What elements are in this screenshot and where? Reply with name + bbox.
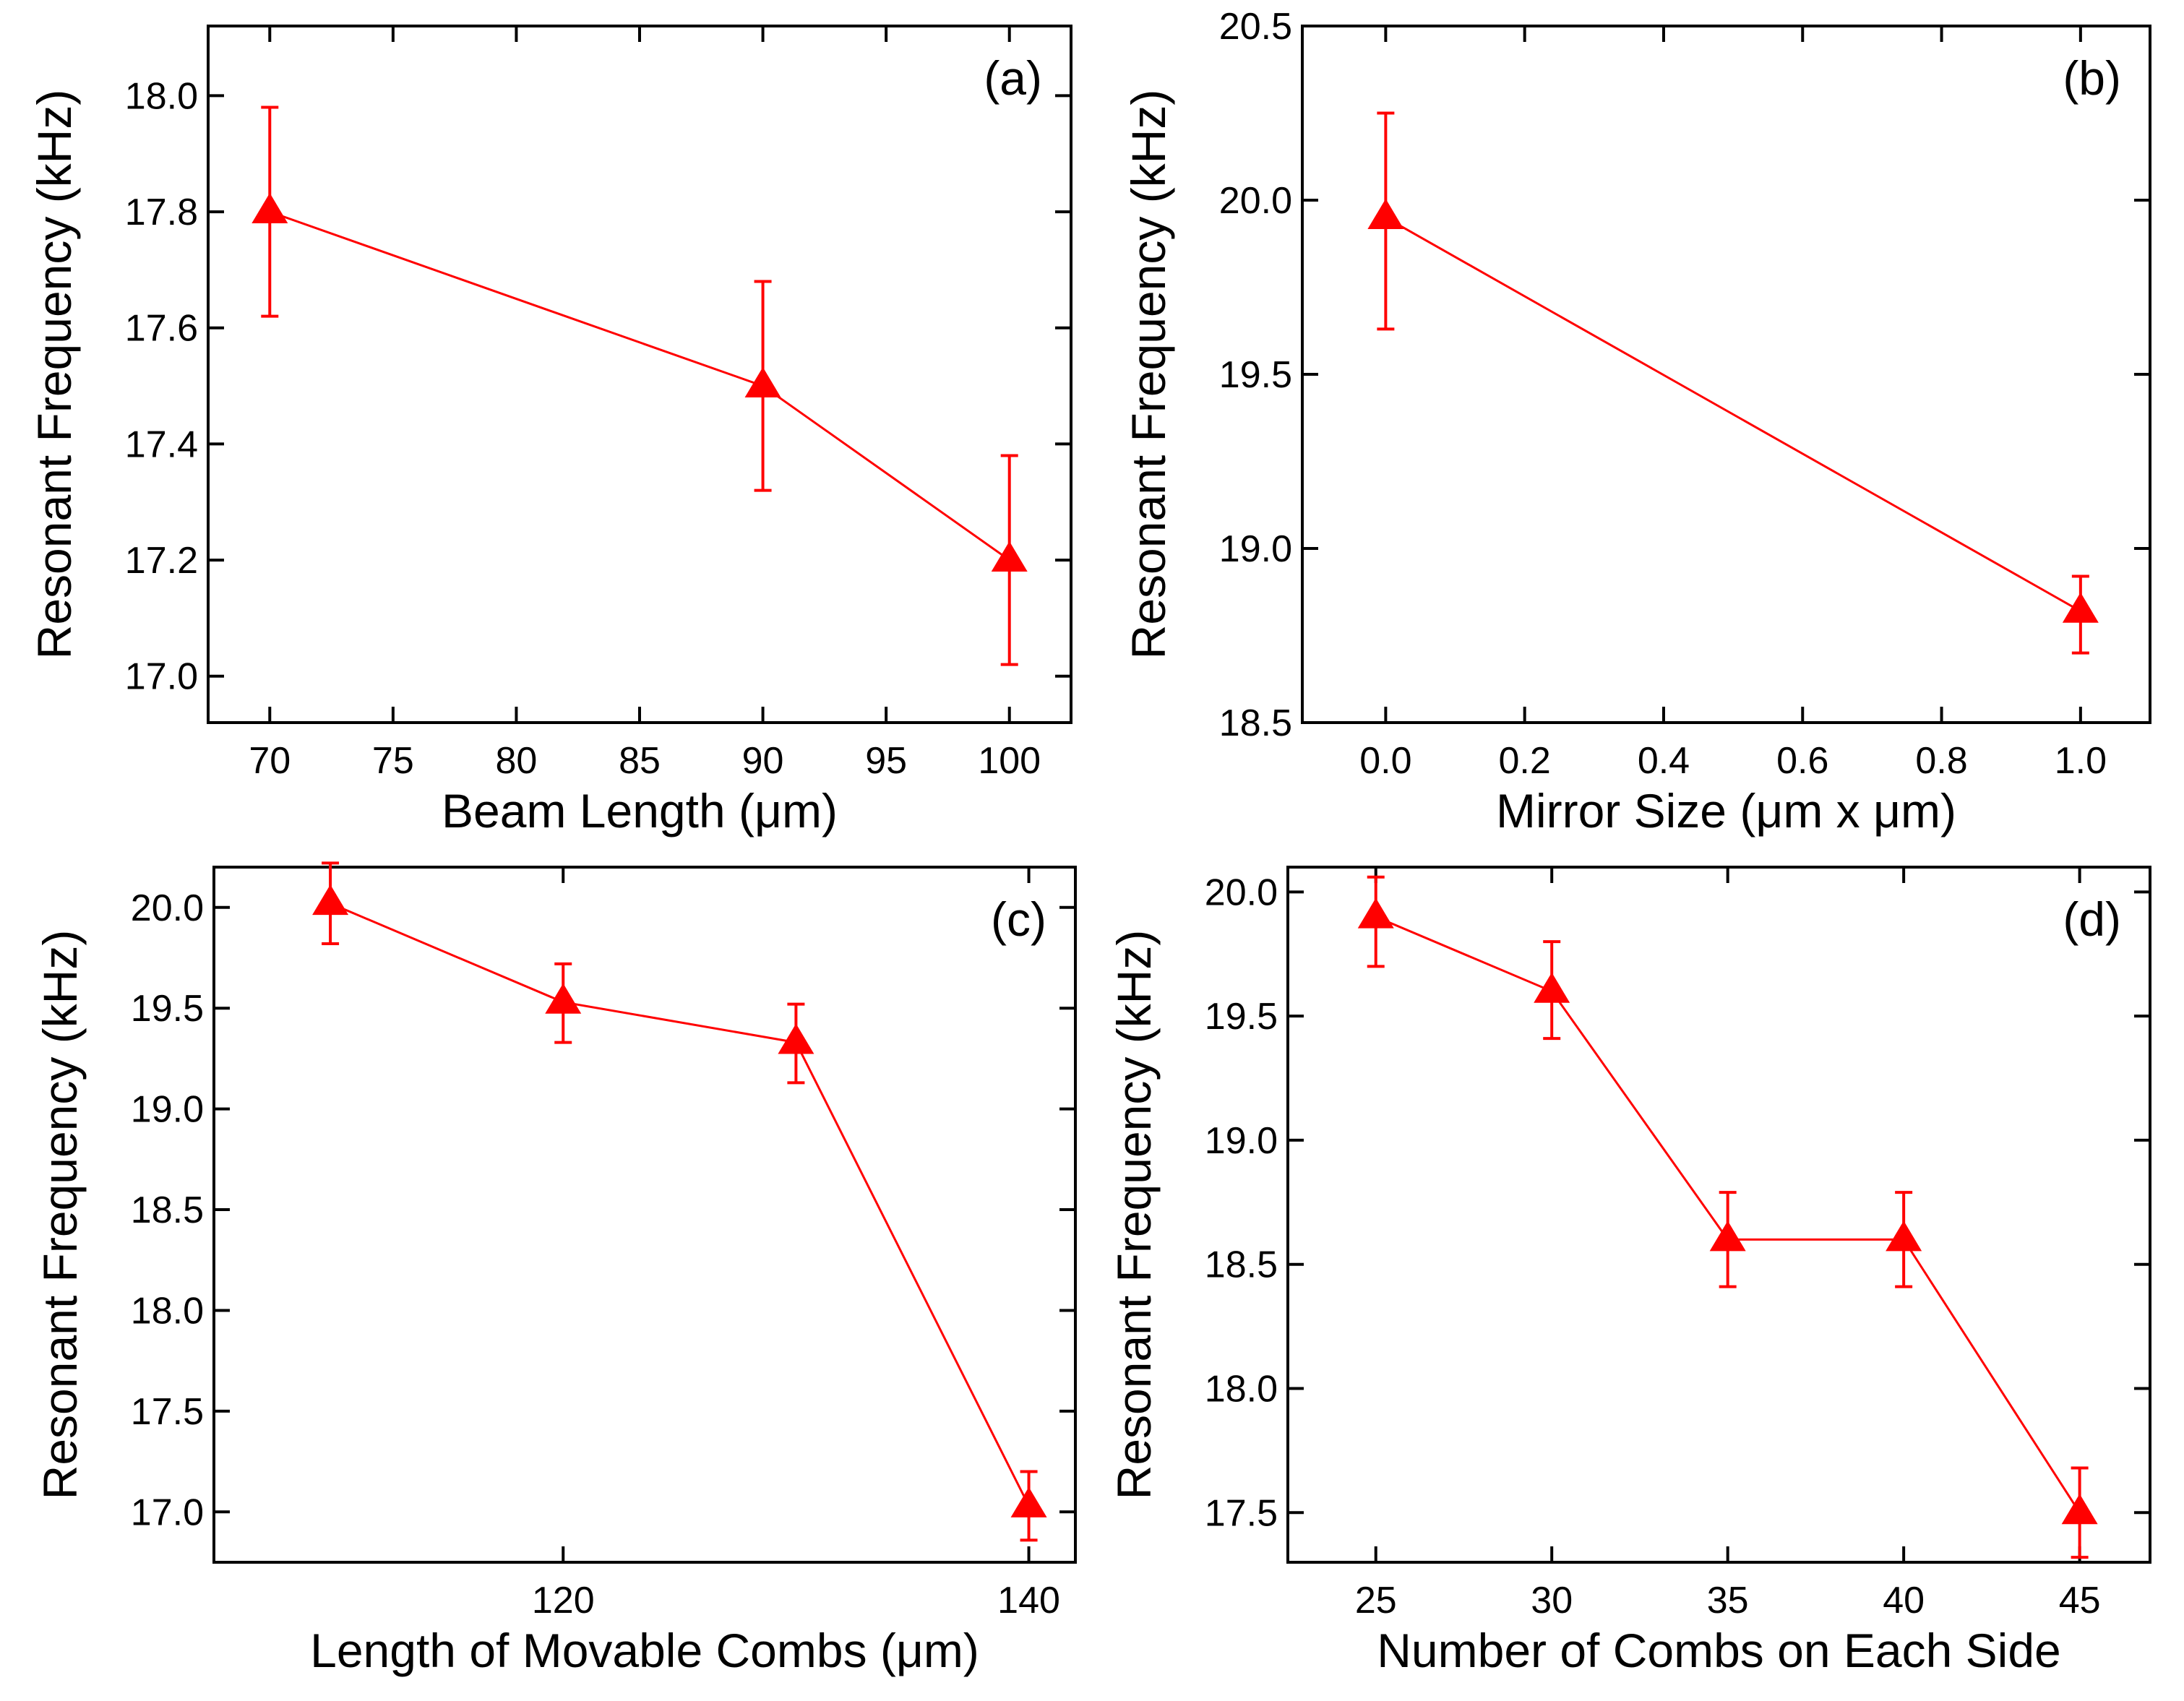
y-tick-label: 18.0 (125, 75, 198, 117)
y-tick-label: 20.5 (1219, 6, 1292, 48)
y-tick-label: 19.0 (1219, 528, 1292, 570)
data-point-triangle (744, 367, 781, 398)
x-tick-label: 75 (372, 740, 414, 782)
x-tick-label: 0.8 (1915, 740, 1967, 782)
panel-b: 0.0 0.2 0.4 0.6 0.8 1.0 18.5 19.0 19.5 20.0 20.5 Mi… (1122, 6, 2151, 837)
x-tick-label: 45 (2059, 1580, 2101, 1622)
y-axis-title: Resonant Frequency (kHz) (27, 90, 81, 660)
panel-d: 25 30 35 40 45 17.5 18.0 18.5 19.0 19.5 20.0 Number… (1107, 866, 2151, 1677)
x-axis-title: Mirror Size (μm x μm) (1496, 784, 1956, 837)
x-tick-label: 40 (1883, 1580, 1925, 1622)
data-point-triangle (2061, 1494, 2098, 1525)
panel-label: (a) (984, 51, 1042, 105)
plot-frame (1286, 866, 2151, 1564)
x-tick-label: 70 (249, 740, 291, 782)
y-tick-label: 19.5 (1205, 996, 1278, 1038)
data-point-triangle (778, 1023, 814, 1054)
x-tick-label: 0.2 (1499, 740, 1551, 782)
y-tick-label: 17.8 (125, 191, 198, 233)
y-tick-label: 17.0 (125, 656, 198, 698)
y-tick-label: 17.5 (1205, 1492, 1278, 1534)
x-axis-title: Number of Combs on Each Side (1377, 1624, 2060, 1677)
y-tick-label: 17.6 (125, 308, 198, 350)
y-tick-label: 18.5 (131, 1189, 204, 1231)
x-tick-label: 100 (978, 740, 1041, 782)
panel-label: (d) (2063, 892, 2121, 946)
x-tick-label: 140 (997, 1580, 1060, 1622)
x-tick-label: 0.6 (1776, 740, 1828, 782)
x-tick-label: 0.0 (1359, 740, 1411, 782)
y-tick-label: 19.5 (1219, 354, 1292, 396)
y-tick-label: 19.0 (131, 1089, 204, 1131)
y-tick-label: 17.5 (131, 1391, 204, 1433)
y-tick-label: 17.0 (131, 1491, 204, 1533)
data-point-triangle (1886, 1220, 1922, 1252)
data-point-triangle (1367, 199, 1404, 230)
panel-c: 120 140 17.0 17.5 18.0 18.5 19.0 19.5 20.0 Length… (33, 861, 1077, 1677)
panel-a: 70 75 80 85 90 95 100 17.0 17.2 17.4 17.6 17.8 18.0 B… (27, 25, 1072, 837)
x-tick-label: 85 (619, 740, 661, 782)
y-tick-label: 19.5 (131, 988, 204, 1030)
plot-frame (207, 25, 1072, 724)
y-axis-title: Resonant Frequency (kHz) (1122, 90, 1175, 660)
y-tick-label: 19.0 (1205, 1120, 1278, 1162)
series-line (1385, 216, 2081, 613)
y-axis-title: Resonant Frequency (kHz) (1107, 930, 1161, 1500)
x-tick-label: 95 (865, 740, 907, 782)
y-tick-label: 20.0 (1219, 180, 1292, 222)
x-tick-label: 90 (742, 740, 784, 782)
y-tick-label: 17.4 (125, 423, 198, 465)
x-tick-label: 120 (532, 1580, 595, 1622)
data-point-triangle (991, 541, 1028, 572)
x-tick-label: 0.4 (1638, 740, 1690, 782)
data-point-triangle (2062, 592, 2099, 623)
data-point-triangle (1010, 1486, 1047, 1517)
x-tick-label: 35 (1707, 1580, 1749, 1622)
x-tick-label: 25 (1355, 1580, 1397, 1622)
panel-label: (b) (2063, 51, 2121, 105)
y-tick-label: 17.2 (125, 540, 198, 582)
plot-frame (212, 866, 1077, 1564)
x-axis-title: Length of Movable Combs (μm) (310, 1624, 979, 1677)
data-point-triangle (1534, 972, 1570, 1003)
y-axis-title: Resonant Frequency (kHz) (33, 930, 87, 1500)
data-point-triangle (545, 983, 582, 1014)
y-tick-label: 18.0 (131, 1290, 204, 1332)
y-tick-label: 18.5 (1205, 1244, 1278, 1286)
data-point-triangle (1357, 897, 1394, 929)
data-point-triangle (1709, 1220, 1746, 1252)
y-tick-label: 18.5 (1219, 702, 1292, 744)
data-point-triangle (251, 193, 288, 224)
y-tick-label: 18.0 (1205, 1369, 1278, 1411)
x-tick-label: 30 (1531, 1580, 1573, 1622)
panel-label: (c) (991, 892, 1046, 946)
x-axis-title: Beam Length (μm) (442, 784, 838, 837)
plot-frame (1301, 25, 2151, 724)
x-tick-label: 1.0 (2055, 740, 2107, 782)
series-line (269, 210, 1010, 561)
x-tick-label: 80 (496, 740, 538, 782)
data-point-triangle (312, 884, 349, 916)
y-tick-label: 20.0 (131, 887, 204, 929)
series-line (330, 902, 1030, 1507)
y-tick-label: 20.0 (1205, 871, 1278, 913)
